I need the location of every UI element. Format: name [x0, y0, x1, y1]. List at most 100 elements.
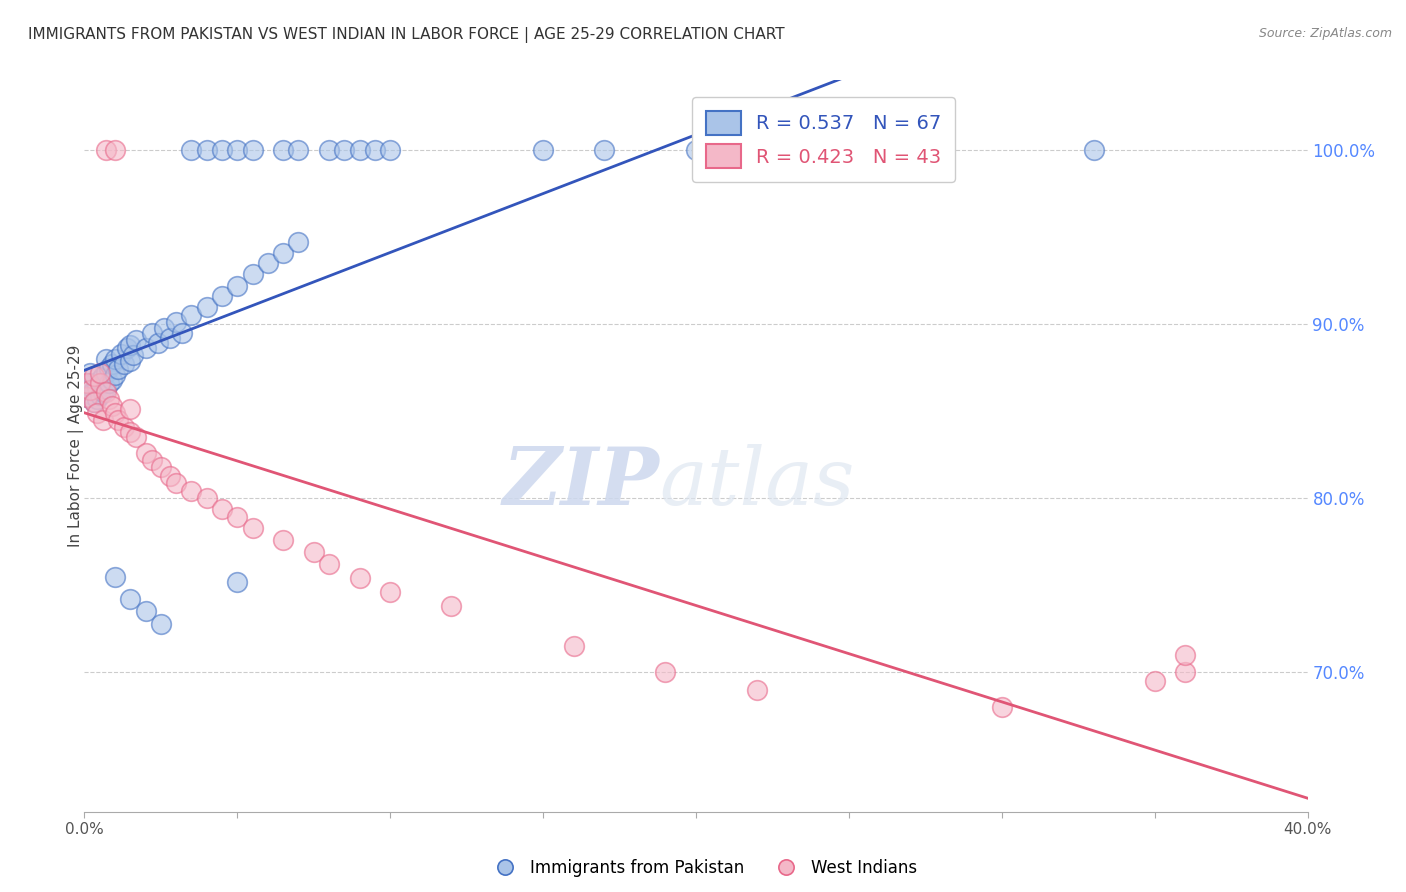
Point [380, 585, 402, 599]
Point [104, 351, 127, 366]
Point [120, 338, 142, 352]
Point [991, 700, 1014, 714]
Point [271, 533, 294, 547]
Point [195, 491, 218, 506]
Point [104, 406, 127, 420]
Point [165, 475, 187, 490]
Point [120, 425, 142, 439]
Point [172, 326, 194, 340]
Point [141, 453, 163, 467]
Point [120, 353, 142, 368]
Point [349, 143, 371, 157]
Point [104, 368, 127, 382]
Point [531, 143, 554, 157]
Point [135, 604, 157, 618]
Point [104, 569, 127, 583]
Point [333, 143, 356, 157]
Point [149, 459, 172, 474]
Point [94, 143, 117, 157]
Point [94, 366, 117, 380]
Point [929, 143, 952, 157]
Point [153, 320, 176, 334]
Point [593, 143, 616, 157]
Point [89, 373, 111, 387]
Point [110, 347, 132, 361]
Point [94, 384, 117, 399]
Point [79, 376, 101, 391]
Point [141, 326, 163, 340]
Point [747, 143, 769, 157]
Point [159, 468, 181, 483]
Point [149, 616, 172, 631]
Point [79, 384, 101, 398]
Point [349, 571, 371, 585]
Point [135, 446, 157, 460]
Point [83, 395, 105, 409]
Point [364, 143, 387, 157]
Point [318, 143, 340, 157]
Point [112, 420, 135, 434]
Point [115, 342, 138, 356]
Point [76, 390, 98, 404]
Text: IMMIGRANTS FROM PAKISTAN VS WEST INDIAN IN LABOR FORCE | AGE 25-29 CORRELATION C: IMMIGRANTS FROM PAKISTAN VS WEST INDIAN … [28, 27, 785, 43]
Point [242, 521, 264, 535]
Point [101, 357, 124, 371]
Point [86, 380, 108, 394]
Point [287, 143, 309, 157]
Point [226, 510, 249, 524]
Point [747, 682, 769, 697]
Point [562, 640, 585, 654]
Point [83, 384, 105, 398]
Point [654, 665, 676, 680]
Point [1174, 648, 1197, 662]
Point [97, 392, 120, 406]
Point [165, 315, 187, 329]
Point [91, 413, 114, 427]
Point [226, 278, 249, 293]
Point [79, 386, 101, 401]
Point [101, 373, 124, 387]
Point [120, 402, 142, 417]
Point [125, 430, 148, 444]
Point [120, 592, 142, 607]
Point [89, 376, 111, 391]
Point [380, 143, 402, 157]
Point [180, 309, 202, 323]
Point [91, 369, 114, 384]
Point [1143, 674, 1166, 689]
Point [1174, 665, 1197, 680]
Point [195, 143, 218, 157]
Point [242, 267, 264, 281]
Point [440, 599, 463, 614]
Point [257, 256, 280, 270]
Point [86, 392, 108, 406]
Point [302, 545, 325, 559]
Point [180, 484, 202, 499]
Point [112, 357, 135, 371]
Point [287, 235, 309, 250]
Point [101, 399, 124, 413]
Legend: R = 0.537   N = 67, R = 0.423   N = 43: R = 0.537 N = 67, R = 0.423 N = 43 [692, 97, 955, 182]
Point [91, 384, 114, 399]
Point [94, 382, 117, 396]
Point [685, 143, 707, 157]
Point [79, 366, 101, 380]
Point [211, 501, 233, 516]
Legend: Immigrants from Pakistan, West Indians: Immigrants from Pakistan, West Indians [482, 853, 924, 884]
Point [97, 360, 120, 375]
Point [86, 406, 108, 420]
Point [226, 574, 249, 589]
Text: ZIP: ZIP [502, 444, 659, 521]
Point [97, 376, 120, 391]
Point [211, 143, 233, 157]
Point [125, 333, 148, 347]
Point [76, 378, 98, 392]
Point [180, 143, 202, 157]
Point [271, 143, 294, 157]
Point [226, 143, 249, 157]
Point [318, 558, 340, 572]
Point [135, 342, 157, 356]
Point [107, 413, 129, 427]
Text: atlas: atlas [659, 444, 855, 521]
Point [159, 331, 181, 345]
